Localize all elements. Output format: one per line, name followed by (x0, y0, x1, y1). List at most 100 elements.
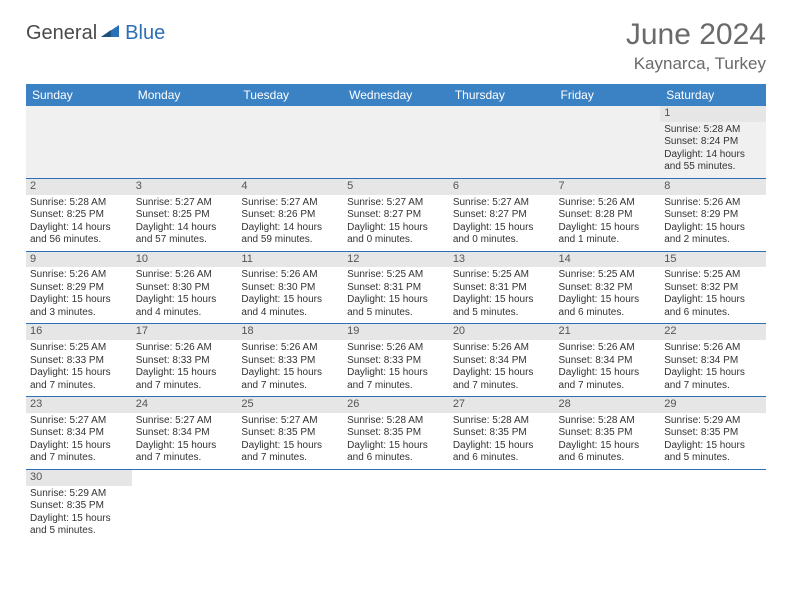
sunrise-text: Sunrise: 5:28 AM (30, 197, 128, 210)
sunrise-text: Sunrise: 5:27 AM (453, 197, 551, 210)
daylight-text: Daylight: 15 hours (347, 440, 445, 453)
sunrise-text: Sunrise: 5:29 AM (664, 415, 762, 428)
daylight-text: and 7 minutes. (664, 380, 762, 393)
header: General Blue June 2024 Kaynarca, Turkey (26, 18, 766, 74)
daylight-text: and 0 minutes. (453, 234, 551, 247)
calendar-cell: 13Sunrise: 5:25 AMSunset: 8:31 PMDayligh… (449, 251, 555, 324)
daylight-text: Daylight: 14 hours (136, 222, 234, 235)
calendar-cell (555, 106, 661, 178)
calendar-cell: 22Sunrise: 5:26 AMSunset: 8:34 PMDayligh… (660, 324, 766, 397)
calendar-cell (449, 469, 555, 541)
day-number: 25 (237, 397, 343, 413)
calendar-cell (237, 106, 343, 178)
sunset-text: Sunset: 8:35 PM (347, 427, 445, 440)
day-number: 7 (555, 179, 661, 195)
day-number: 10 (132, 252, 238, 268)
sunset-text: Sunset: 8:35 PM (453, 427, 551, 440)
calendar-cell: 1Sunrise: 5:28 AMSunset: 8:24 PMDaylight… (660, 106, 766, 178)
sunrise-text: Sunrise: 5:27 AM (241, 415, 339, 428)
daylight-text: and 7 minutes. (30, 380, 128, 393)
calendar-cell (343, 469, 449, 541)
daylight-text: Daylight: 15 hours (453, 440, 551, 453)
calendar-week: 16Sunrise: 5:25 AMSunset: 8:33 PMDayligh… (26, 324, 766, 397)
daylight-text: Daylight: 15 hours (241, 367, 339, 380)
daylight-text: Daylight: 15 hours (559, 440, 657, 453)
daylight-text: Daylight: 14 hours (664, 149, 762, 162)
day-number: 9 (26, 252, 132, 268)
daylight-text: and 5 minutes. (347, 307, 445, 320)
daylight-text: Daylight: 15 hours (347, 222, 445, 235)
calendar-table: SundayMondayTuesdayWednesdayThursdayFrid… (26, 84, 766, 542)
daylight-text: and 2 minutes. (664, 234, 762, 247)
calendar-cell: 30Sunrise: 5:29 AMSunset: 8:35 PMDayligh… (26, 469, 132, 541)
day-number: 22 (660, 324, 766, 340)
weekday-header: Friday (555, 84, 661, 106)
sunrise-text: Sunrise: 5:28 AM (347, 415, 445, 428)
sunrise-text: Sunrise: 5:26 AM (559, 197, 657, 210)
day-number: 8 (660, 179, 766, 195)
sunrise-text: Sunrise: 5:26 AM (30, 269, 128, 282)
sunrise-text: Sunrise: 5:25 AM (30, 342, 128, 355)
calendar-cell: 27Sunrise: 5:28 AMSunset: 8:35 PMDayligh… (449, 397, 555, 470)
sunset-text: Sunset: 8:33 PM (241, 355, 339, 368)
weekday-header: Wednesday (343, 84, 449, 106)
sunset-text: Sunset: 8:34 PM (664, 355, 762, 368)
calendar-cell (132, 106, 238, 178)
sunset-text: Sunset: 8:31 PM (347, 282, 445, 295)
daylight-text: and 5 minutes. (30, 525, 128, 538)
calendar-cell (237, 469, 343, 541)
daylight-text: Daylight: 15 hours (453, 222, 551, 235)
sunset-text: Sunset: 8:32 PM (664, 282, 762, 295)
calendar-cell: 29Sunrise: 5:29 AMSunset: 8:35 PMDayligh… (660, 397, 766, 470)
calendar-week: 23Sunrise: 5:27 AMSunset: 8:34 PMDayligh… (26, 397, 766, 470)
sunrise-text: Sunrise: 5:25 AM (453, 269, 551, 282)
calendar-week: 30Sunrise: 5:29 AMSunset: 8:35 PMDayligh… (26, 469, 766, 541)
day-number: 30 (26, 470, 132, 486)
calendar-cell: 10Sunrise: 5:26 AMSunset: 8:30 PMDayligh… (132, 251, 238, 324)
sunset-text: Sunset: 8:33 PM (30, 355, 128, 368)
daylight-text: and 7 minutes. (453, 380, 551, 393)
daylight-text: Daylight: 15 hours (347, 367, 445, 380)
daylight-text: and 3 minutes. (30, 307, 128, 320)
daylight-text: Daylight: 14 hours (30, 222, 128, 235)
sunset-text: Sunset: 8:33 PM (347, 355, 445, 368)
day-number: 13 (449, 252, 555, 268)
location: Kaynarca, Turkey (626, 54, 766, 74)
sunset-text: Sunset: 8:25 PM (136, 209, 234, 222)
calendar-cell: 7Sunrise: 5:26 AMSunset: 8:28 PMDaylight… (555, 178, 661, 251)
sunrise-text: Sunrise: 5:26 AM (241, 342, 339, 355)
day-number: 23 (26, 397, 132, 413)
logo-text-general: General (26, 22, 97, 45)
sunrise-text: Sunrise: 5:26 AM (136, 269, 234, 282)
daylight-text: Daylight: 15 hours (453, 367, 551, 380)
sunset-text: Sunset: 8:30 PM (136, 282, 234, 295)
daylight-text: and 6 minutes. (559, 452, 657, 465)
sunrise-text: Sunrise: 5:27 AM (347, 197, 445, 210)
calendar-cell (660, 469, 766, 541)
day-number: 2 (26, 179, 132, 195)
calendar-cell: 9Sunrise: 5:26 AMSunset: 8:29 PMDaylight… (26, 251, 132, 324)
calendar-cell: 20Sunrise: 5:26 AMSunset: 8:34 PMDayligh… (449, 324, 555, 397)
day-number: 20 (449, 324, 555, 340)
day-number: 4 (237, 179, 343, 195)
calendar-cell (449, 106, 555, 178)
daylight-text: Daylight: 15 hours (559, 222, 657, 235)
daylight-text: Daylight: 15 hours (136, 294, 234, 307)
day-number: 17 (132, 324, 238, 340)
logo-text-blue: Blue (125, 22, 165, 45)
daylight-text: and 55 minutes. (664, 161, 762, 174)
sunset-text: Sunset: 8:35 PM (559, 427, 657, 440)
day-number: 15 (660, 252, 766, 268)
calendar-cell (132, 469, 238, 541)
day-number: 16 (26, 324, 132, 340)
sunset-text: Sunset: 8:35 PM (664, 427, 762, 440)
daylight-text: Daylight: 15 hours (136, 440, 234, 453)
calendar-cell: 16Sunrise: 5:25 AMSunset: 8:33 PMDayligh… (26, 324, 132, 397)
day-number: 26 (343, 397, 449, 413)
sunrise-text: Sunrise: 5:26 AM (347, 342, 445, 355)
daylight-text: and 59 minutes. (241, 234, 339, 247)
day-number: 11 (237, 252, 343, 268)
daylight-text: and 7 minutes. (30, 452, 128, 465)
daylight-text: and 7 minutes. (136, 380, 234, 393)
day-number: 29 (660, 397, 766, 413)
